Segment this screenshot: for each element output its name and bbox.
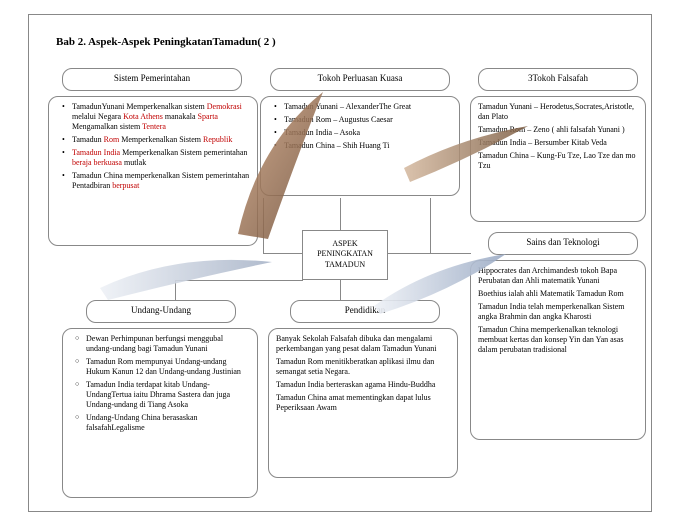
list-item: Boethius ialah ahli Matematik Tamadun Ro… — [478, 289, 638, 299]
list-item: Dewan Perhimpunan berfungsi menggubal un… — [80, 334, 250, 354]
sistem-list: TamadunYunani Memperkenalkan sistem Demo… — [56, 102, 250, 191]
center-line: PENINGKATAN — [307, 249, 383, 259]
center-line: TAMADUN — [307, 260, 383, 270]
box-body-sains: Hippocrates dan Archimandesb tokoh Bapa … — [470, 260, 646, 440]
box-body-sistem: TamadunYunani Memperkenalkan sistem Demo… — [48, 96, 258, 246]
list-item: Tamadun India – Asoka — [278, 128, 452, 138]
box-header-tokoh-falsafah: 3Tokoh Falsafah — [478, 68, 638, 91]
list-item: Tamadun India terdapat kitab Undang-Unda… — [80, 380, 250, 410]
connector — [175, 280, 176, 302]
list-item: Tamadun China memperkenalkan Sistem peme… — [66, 171, 250, 191]
list-item: Tamadun Yunani – Herodetus,Socrates,Aris… — [478, 102, 638, 122]
box-header-sistem: Sistem Pemerintahan — [62, 68, 242, 91]
connector — [387, 253, 471, 254]
undang-list: Dewan Perhimpunan berfungsi menggubal un… — [70, 334, 250, 433]
box-body-tokoh-falsafah: Tamadun Yunani – Herodetus,Socrates,Aris… — [470, 96, 646, 222]
connector — [340, 280, 341, 302]
list-item: Tamadun Rom mempunyai Undang-undang Huku… — [80, 357, 250, 377]
list-item: Tamadun Rom menitikberatkan aplikasi ilm… — [276, 357, 450, 377]
list-item: Undang-Undang China berasaskan falsafahL… — [80, 413, 250, 433]
box-header-pendidikan: Pendidikan — [290, 300, 440, 323]
list-item: Tamadun India Memperkenalkan Sistem peme… — [66, 148, 250, 168]
list-item: Tamadun Rom – Augustus Caesar — [278, 115, 452, 125]
center-topic-box: ASPEK PENINGKATAN TAMADUN — [302, 230, 388, 280]
center-line: ASPEK — [307, 239, 383, 249]
connector — [340, 198, 341, 232]
list-item: Tamadun Yunani – AlexanderThe Great — [278, 102, 452, 112]
box-header-tokoh-perluasan: Tokoh Perluasan Kuasa — [270, 68, 450, 91]
connector — [430, 198, 431, 254]
list-item: Tamadun India berteraskan agama Hindu-Bu… — [276, 380, 450, 390]
list-item: Tamadun China amat mementingkan dapat lu… — [276, 393, 450, 413]
list-item: Tamadun China – Kung-Fu Tze, Lao Tze dan… — [478, 151, 638, 171]
list-item: Tamadun Rom – Zeno ( ahli falsafah Yunan… — [478, 125, 638, 135]
connector — [263, 198, 264, 254]
box-body-undang: Dewan Perhimpunan berfungsi menggubal un… — [62, 328, 258, 498]
list-item: Tamadun China – Shih Huang Ti — [278, 141, 452, 151]
box-body-tokoh-perluasan: Tamadun Yunani – AlexanderThe Great Tama… — [260, 96, 460, 196]
box-header-undang: Undang-Undang — [86, 300, 236, 323]
page-title: Bab 2. Aspek-Aspek PeningkatanTamadun( 2… — [56, 36, 276, 48]
list-item: TamadunYunani Memperkenalkan sistem Demo… — [66, 102, 250, 132]
list-item: Tamadun China memperkenalkan teknologi m… — [478, 325, 638, 355]
list-item: Banyak Sekolah Falsafah dibuka dan menga… — [276, 334, 450, 354]
list-item: Tamadun India – Bersumber Kitab Veda — [478, 138, 638, 148]
connector — [263, 253, 303, 254]
connector — [175, 280, 303, 281]
tokoh-perluasan-list: Tamadun Yunani – AlexanderThe Great Tama… — [268, 102, 452, 151]
box-header-sains: Sains dan Teknologi — [488, 232, 638, 255]
list-item: Tamadun Rom Memperkenalkan Sistem Republ… — [66, 135, 250, 145]
list-item: Hippocrates dan Archimandesb tokoh Bapa … — [478, 266, 638, 286]
box-body-pendidikan: Banyak Sekolah Falsafah dibuka dan menga… — [268, 328, 458, 478]
list-item: Tamadun India telah memperkenalkan Siste… — [478, 302, 638, 322]
